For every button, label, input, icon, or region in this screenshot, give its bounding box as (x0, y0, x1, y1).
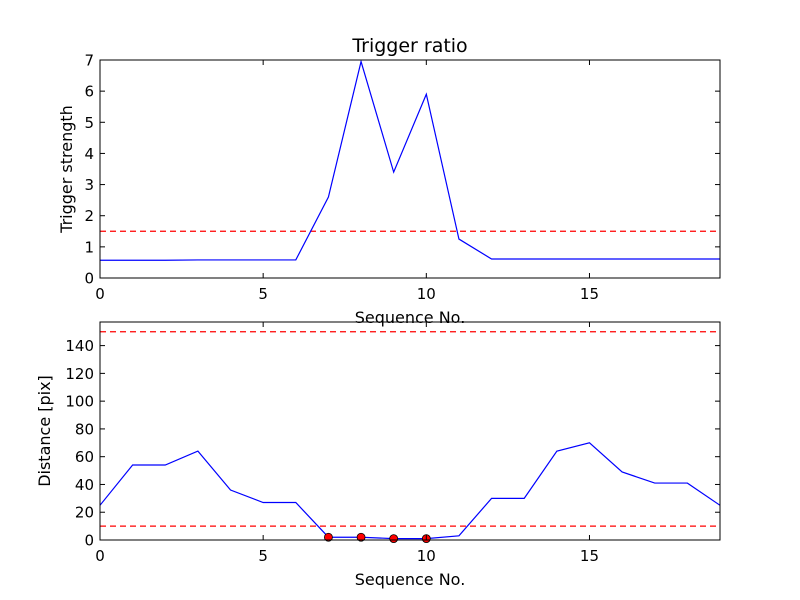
top-x-axis-label: Sequence No. (355, 308, 466, 327)
bottom-marker-point-2 (389, 534, 399, 544)
bottom-x-tick-label-0: 0 (95, 547, 105, 565)
top-chart-title: Trigger ratio (351, 35, 467, 57)
bottom-marker-point-0 (324, 532, 333, 542)
bottom-x-tick-label-2: 10 (417, 547, 436, 565)
top-y-tick-label-0: 0 (84, 270, 94, 288)
bottom-y-tick-label-3: 60 (75, 448, 94, 466)
top-x-tick-label-2: 10 (417, 285, 436, 303)
top-series-line-0 (100, 60, 720, 261)
top-y-tick-label-5: 5 (84, 114, 94, 132)
top-y-tick-label-2: 2 (84, 207, 94, 225)
top-y-tick-label-1: 1 (84, 238, 94, 256)
top-x-tick-label-1: 5 (258, 285, 268, 303)
bottom-series-line-0 (100, 442, 720, 540)
bottom-y-tick-label-1: 20 (75, 504, 94, 522)
top-axes-frame (99, 59, 721, 279)
bottom-y-tick-label-4: 80 (75, 420, 94, 438)
top-chart-trigger-ratio: 0 5 10 15 0 1 2 3 4 5 6 7 Sequence No. Trigger streng… (57, 35, 721, 327)
bottom-y-tick-label-7: 140 (65, 337, 94, 355)
bottom-x-tick-label-3: 15 (580, 547, 599, 565)
top-y-tick-label-3: 3 (84, 176, 94, 194)
bottom-y-tick-label-2: 40 (75, 476, 94, 494)
bottom-marker-point-1 (356, 532, 366, 542)
top-y-axis-label: Trigger strength (57, 105, 76, 234)
top-y-tick-label-6: 6 (84, 83, 94, 101)
top-x-tick-label-3: 15 (580, 285, 599, 303)
bottom-x-tick-label-1: 5 (258, 547, 268, 565)
bottom-y-tick-label-6: 120 (65, 365, 94, 383)
bottom-x-axis-label: Sequence No. (355, 570, 466, 589)
bottom-y-tick-label-5: 100 (65, 393, 94, 411)
bottom-chart-distance: 0 5 10 15 0 20 40 60 80 100 120 140 Sequence No. Dist… (35, 321, 721, 589)
bottom-axes-frame (99, 321, 721, 541)
bottom-y-axis-label: Distance [pix] (35, 375, 54, 487)
top-x-tick-label-0: 0 (95, 285, 105, 303)
top-y-tick-label-4: 4 (84, 145, 94, 163)
bottom-y-tick-label-0: 0 (84, 532, 94, 550)
top-y-tick-label-7: 7 (84, 52, 94, 70)
